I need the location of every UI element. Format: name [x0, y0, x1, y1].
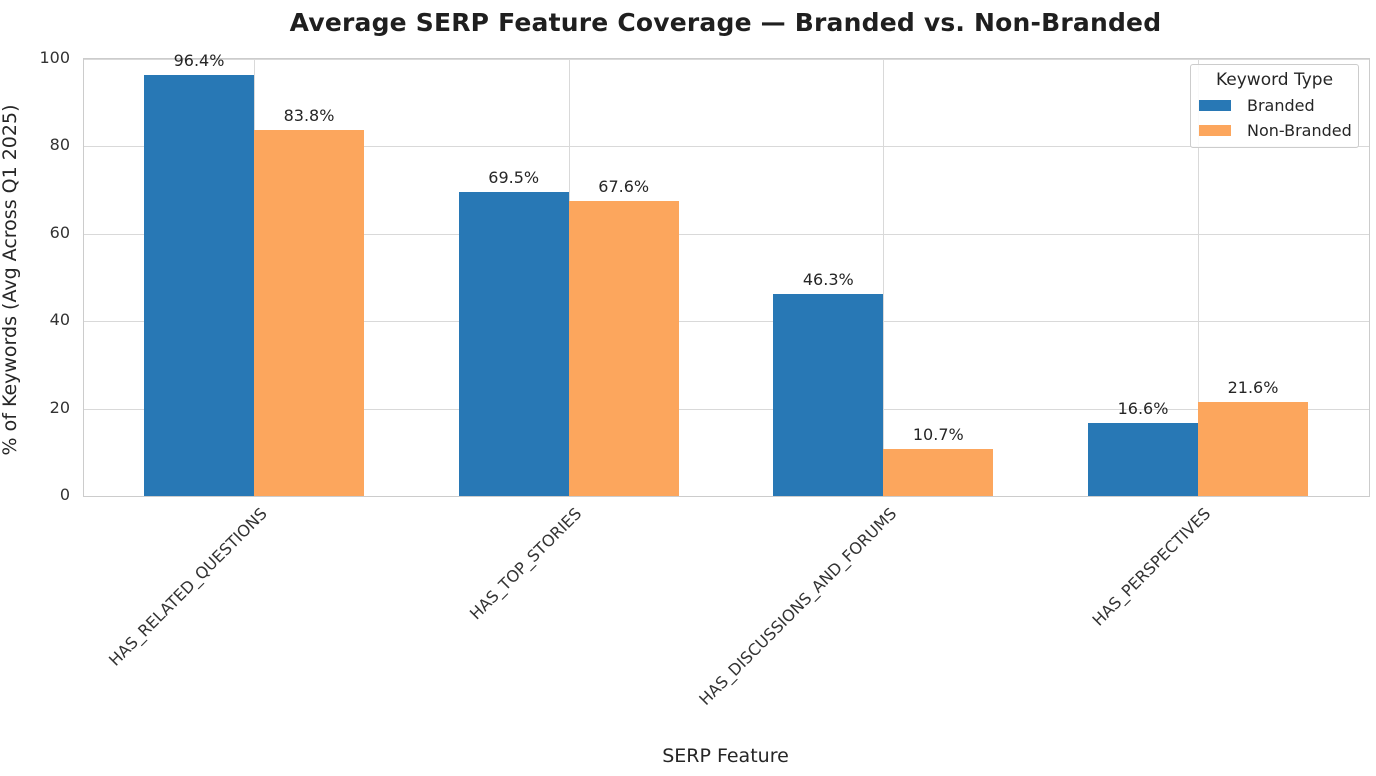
- bar-value-label: 67.6%: [598, 176, 650, 196]
- y-tick-label-40: 40: [49, 310, 70, 330]
- bar-branded-has_perspectives: [1088, 423, 1198, 496]
- bar-value-label: 69.5%: [488, 168, 540, 188]
- bar-branded-has_top_stories: [458, 192, 569, 496]
- bar-branded-has_discussions_and_forums: [773, 293, 884, 496]
- x-axis-title: SERP Feature: [662, 745, 789, 767]
- legend-items: Branded Non-Branded: [1199, 93, 1352, 143]
- x-tick-label-has_related_questions: HAS_RELATED_QUESTIONS: [104, 504, 271, 670]
- bar-value-label: 16.6%: [1117, 399, 1169, 419]
- gridline-x-3: [1198, 59, 1199, 496]
- legend-item-non-branded: Non-Branded: [1199, 118, 1352, 143]
- bar-branded-has_related_questions: [144, 74, 254, 496]
- bar-value-label: 10.7%: [912, 425, 964, 445]
- y-tick-label-20: 20: [49, 397, 70, 417]
- y-tick-label-0: 0: [59, 485, 70, 504]
- bar-non-branded-has_discussions_and_forums: [883, 449, 994, 496]
- gridline-y-80: [84, 146, 1369, 148]
- y-tick-label-80: 80: [49, 135, 70, 155]
- legend: Keyword Type Branded Non-Branded: [1190, 64, 1359, 148]
- gridline-y-20: [84, 408, 1369, 410]
- y-tick-label-60: 60: [49, 222, 70, 242]
- bar-non-branded-has_perspectives: [1198, 401, 1308, 496]
- bar-value-label: 21.6%: [1227, 377, 1279, 397]
- legend-swatch-non-branded: [1199, 125, 1231, 136]
- bar-non-branded-has_related_questions: [254, 129, 364, 496]
- x-tick-label-has_perspectives: HAS_PERSPECTIVES: [1088, 504, 1215, 630]
- legend-label: Branded: [1247, 96, 1315, 115]
- bar-value-label: 83.8%: [283, 105, 335, 125]
- x-tick-label-has_top_stories: HAS_TOP_STORIES: [465, 504, 586, 624]
- legend-title: Keyword Type: [1215, 70, 1334, 90]
- legend-label: Non-Branded: [1247, 121, 1352, 140]
- plot-area: 96.4% 69.5% 46.3% 16.6% 83.8% 67.6% 10.7% 21.6%: [83, 51, 1370, 497]
- bar-value-label: 96.4%: [173, 50, 225, 70]
- gridline-y-40: [84, 321, 1369, 323]
- bar-value-label: 46.3%: [802, 269, 854, 289]
- x-tick-label-has_discussions_and_forums: HAS_DISCUSSIONS_AND_FORUMS: [694, 504, 900, 709]
- gridline-x-2: [883, 59, 885, 496]
- legend-item-branded: Branded: [1199, 93, 1350, 118]
- gridline-y-100: [84, 59, 1369, 60]
- legend-swatch-branded: [1199, 100, 1231, 111]
- bar-non-branded-has_top_stories: [568, 200, 679, 496]
- gridline-y-60: [84, 233, 1369, 235]
- y-tick-label-100: 100: [39, 48, 70, 67]
- chart-title: Average SERP Feature Coverage — Branded …: [289, 8, 1162, 37]
